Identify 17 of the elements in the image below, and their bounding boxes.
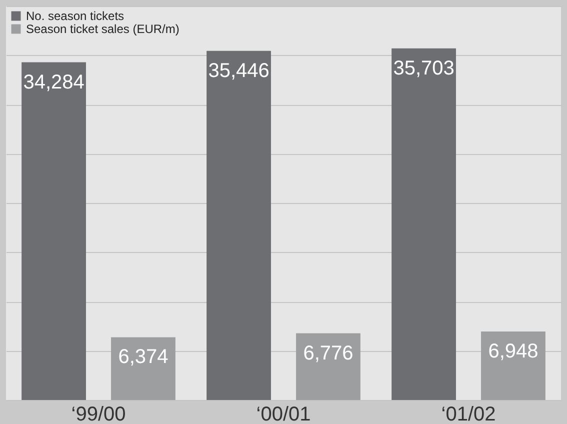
bar bbox=[111, 337, 176, 400]
legend-label: Season ticket sales (EUR/m) bbox=[26, 22, 180, 36]
bar bbox=[206, 50, 271, 400]
x-tick-label: ‘99/00 bbox=[71, 404, 126, 424]
bar bbox=[22, 62, 86, 400]
data-label: 35,703 bbox=[393, 57, 454, 80]
bar bbox=[481, 332, 546, 400]
data-label: 6,776 bbox=[303, 342, 354, 364]
legend-label: No. season tickets bbox=[26, 9, 124, 23]
bar bbox=[296, 333, 360, 400]
data-label: 6,374 bbox=[118, 346, 168, 368]
data-label: 34,284 bbox=[23, 71, 84, 94]
x-tick-label: ‘00/01 bbox=[256, 404, 311, 424]
x-tick-label: ‘01/02 bbox=[441, 404, 496, 424]
data-label: 6,948 bbox=[488, 340, 538, 363]
bar bbox=[392, 48, 456, 400]
data-label: 35,446 bbox=[208, 60, 270, 82]
